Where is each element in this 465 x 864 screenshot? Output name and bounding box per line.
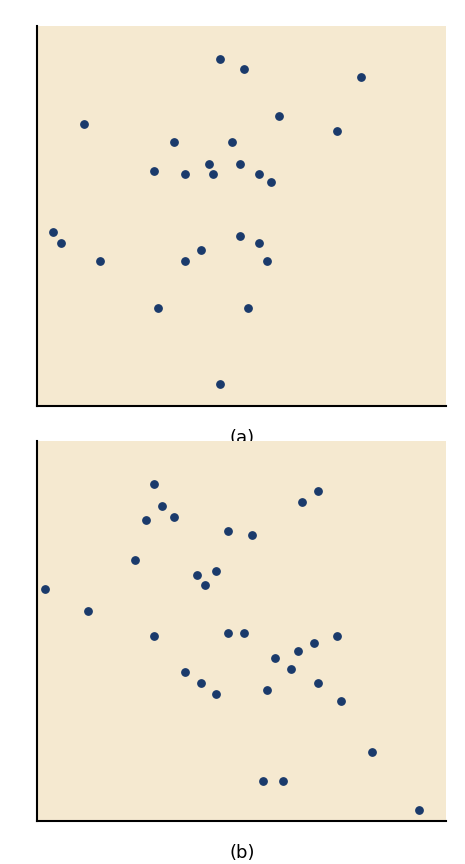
Point [244,302,252,315]
Point [181,665,189,679]
Point [150,164,158,178]
Point [275,110,283,124]
Point [213,687,220,701]
Point [170,135,177,149]
Point [181,254,189,268]
Point [41,582,49,596]
Point [263,683,271,697]
Point [240,62,247,76]
Point [209,168,216,181]
Point [357,70,365,84]
Point [197,244,205,257]
Point [287,662,294,676]
Point [225,524,232,538]
Point [314,485,321,499]
Point [201,579,208,593]
Point [170,510,177,524]
Point [80,117,88,130]
Point [333,629,341,643]
Point [57,236,64,250]
Point [267,175,275,188]
Point [213,564,220,578]
Point [295,644,302,658]
Point [236,229,244,243]
Point [131,553,139,567]
Text: (a): (a) [229,429,254,447]
Point [256,168,263,181]
Point [217,378,224,391]
Point [228,135,236,149]
Point [333,124,341,138]
Point [150,477,158,491]
Point [217,52,224,66]
Point [181,168,189,181]
Point [240,626,247,639]
Point [84,604,92,618]
Point [197,677,205,690]
Point [338,695,345,708]
Point [96,254,103,268]
Point [150,629,158,643]
Point [271,651,279,664]
Point [256,236,263,250]
Point [415,803,423,816]
Text: (b): (b) [229,843,254,861]
Point [299,495,306,509]
Point [314,677,321,690]
Point [143,513,150,527]
Point [263,254,271,268]
Point [248,528,255,542]
Point [154,302,162,315]
Point [158,499,166,512]
Point [205,156,213,170]
Point [310,637,318,651]
Point [236,156,244,170]
Point [49,226,57,239]
Point [259,774,267,788]
Point [225,626,232,639]
Point [279,774,286,788]
Point [369,745,376,759]
Point [193,568,201,581]
